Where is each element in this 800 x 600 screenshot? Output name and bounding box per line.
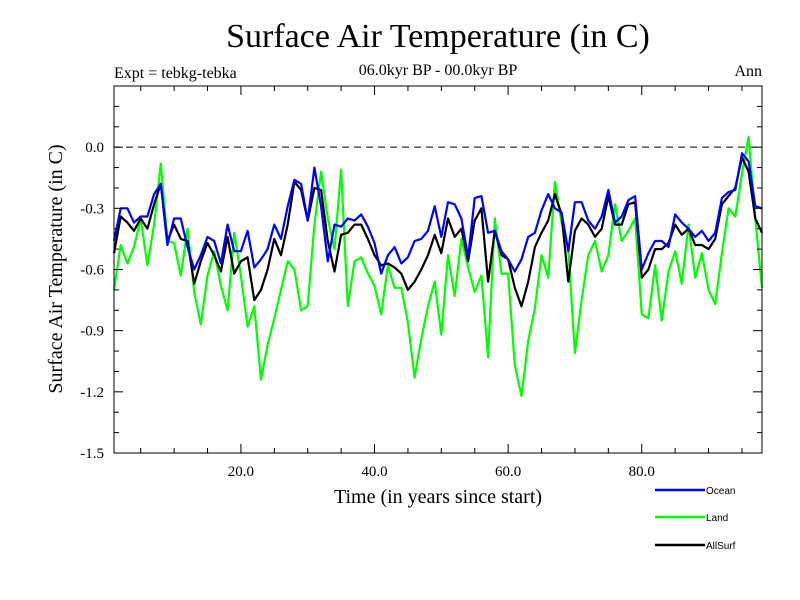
plot-frame xyxy=(113,85,763,454)
x-axis-label: Time (in years since start) xyxy=(334,486,542,508)
x-tick-label: 20.0 xyxy=(228,464,254,480)
y-tick-label: -0.3 xyxy=(80,201,104,217)
series-line-land xyxy=(112,135,764,397)
x-tick-label: 40.0 xyxy=(361,464,387,480)
y-axis-label: Surface Air Temperature (in C) xyxy=(45,144,67,393)
y-tick-label: 0.0 xyxy=(85,140,104,156)
x-tick-label: 80.0 xyxy=(629,464,655,480)
legend-label-allsurf: AllSurf xyxy=(706,541,736,552)
legend-label-land: Land xyxy=(706,513,728,524)
experiment-label: Expt = tebkg-tebka xyxy=(114,65,237,82)
chart-subtitle: 06.0kyr BP - 00.0kyr BP xyxy=(359,62,518,79)
series-line-allsurf xyxy=(112,156,763,308)
y-tick-label: -1.2 xyxy=(80,385,104,401)
y-tick-label: -1.5 xyxy=(80,446,104,462)
series-line-ocean xyxy=(112,152,763,275)
legend: Ocean Land AllSurf xyxy=(655,486,736,552)
chart-title: Surface Air Temperature (in C) xyxy=(226,18,650,55)
y-tick-label: -0.9 xyxy=(80,324,104,340)
legend-label-ocean: Ocean xyxy=(706,486,735,497)
season-label: Ann xyxy=(734,63,762,80)
y-tick-label: -0.6 xyxy=(80,263,104,279)
x-tick-label: 60.0 xyxy=(495,464,521,480)
